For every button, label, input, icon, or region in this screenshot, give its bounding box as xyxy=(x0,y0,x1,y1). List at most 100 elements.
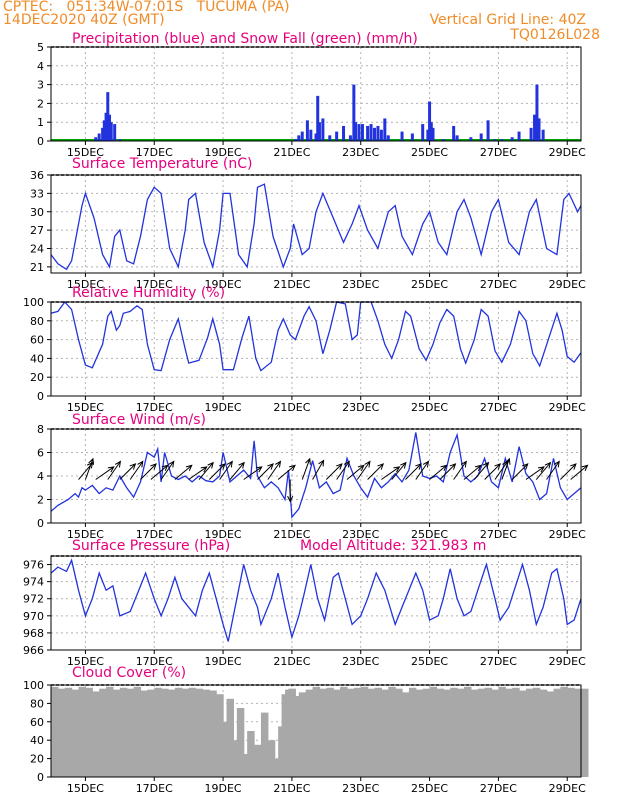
precip-bar xyxy=(293,139,297,141)
wind-arrow xyxy=(257,463,274,480)
y-tick-label: 30 xyxy=(30,206,44,219)
wind-arrow xyxy=(501,458,510,480)
y-tick-label: 20 xyxy=(30,371,44,384)
cloud-bar xyxy=(174,687,183,777)
wind-arrow xyxy=(336,461,350,480)
cloud-bar xyxy=(477,688,486,777)
precip-bar xyxy=(366,125,370,141)
cloud-bar xyxy=(147,689,155,777)
cloud-bar xyxy=(181,688,190,777)
wind-arrowhead xyxy=(305,457,311,465)
y-tick-label: 24 xyxy=(30,243,44,256)
precip-bar xyxy=(118,139,122,141)
precip-bar xyxy=(297,135,301,141)
series-line xyxy=(50,300,582,372)
precip-bar xyxy=(316,95,320,141)
y-tick-label: 100 xyxy=(23,296,44,309)
precip-bar xyxy=(428,101,432,141)
cloud-bar xyxy=(247,731,255,777)
precip-bar xyxy=(469,137,473,141)
cloud-bar xyxy=(574,688,582,777)
x-tick-label: 15DEC xyxy=(67,401,104,414)
x-tick-label: 27DEC xyxy=(480,782,517,795)
precip-bar xyxy=(108,114,112,141)
y-tick-label: 974 xyxy=(23,576,44,589)
wind-arrow xyxy=(95,466,115,480)
cloud-bar xyxy=(226,698,235,777)
cloud-bar xyxy=(99,688,107,777)
precip-bar xyxy=(94,137,98,141)
cloud-bar xyxy=(154,687,162,777)
wind-arrowhead xyxy=(289,464,296,472)
wind-arrow xyxy=(391,462,407,480)
x-tick-label: 27DEC xyxy=(480,146,517,159)
y-tick-label: 36 xyxy=(30,169,44,182)
cloud-bar xyxy=(78,686,87,777)
cloud-bar xyxy=(51,686,59,777)
wind-arrow xyxy=(511,463,529,480)
cloud-bar xyxy=(305,689,314,777)
precip-bar xyxy=(379,129,383,141)
chart-title: Relative Humidity (%) xyxy=(72,285,225,301)
series-line xyxy=(50,432,582,519)
wind-arrowhead xyxy=(219,463,226,470)
header-station: CPTEC: 051:34W-07:01S TUCUMA (PA) xyxy=(3,0,290,15)
x-tick-label: 25DEC xyxy=(411,146,448,159)
x-tick-label: 21DEC xyxy=(273,146,310,159)
precip-bar xyxy=(101,127,105,141)
wind-arrowhead xyxy=(482,461,490,469)
y-tick-label: 968 xyxy=(23,627,44,640)
precip-bar xyxy=(335,131,339,141)
precip-bar xyxy=(486,120,490,141)
precip-bar xyxy=(352,84,356,141)
precip-bar xyxy=(386,135,390,141)
x-tick-label: 25DEC xyxy=(411,655,448,668)
precip-bar xyxy=(529,127,533,141)
x-tick-label: 17DEC xyxy=(136,146,173,159)
cloud-bar xyxy=(195,688,204,777)
wind-arrow xyxy=(150,465,168,480)
precip-bar xyxy=(369,124,373,141)
wind-arrow xyxy=(415,461,429,480)
cloud-bar xyxy=(140,690,148,777)
chart-title: Surface Temperature (nC) xyxy=(72,156,253,172)
y-tick-label: 972 xyxy=(23,593,44,606)
wind-arrow xyxy=(494,461,508,480)
model-altitude: Model Altitude: 321.983 m xyxy=(300,538,487,554)
wind-arrow xyxy=(277,465,296,480)
wind-arrowhead xyxy=(274,460,282,468)
wind-arrowhead xyxy=(88,457,95,465)
precip-bar xyxy=(421,124,425,141)
wind-arrow xyxy=(546,461,560,480)
x-tick-label: 29DEC xyxy=(549,782,586,795)
x-tick-label: 17DEC xyxy=(136,278,173,291)
x-tick-label: 29DEC xyxy=(549,401,586,414)
x-tick-label: 25DEC xyxy=(411,782,448,795)
precip-bar xyxy=(537,118,541,141)
wind-arrow xyxy=(346,465,365,480)
precip-bar xyxy=(348,135,352,141)
chart-title: Precipitation (blue) and Snow Fall (gree… xyxy=(72,31,418,47)
y-tick-label: 976 xyxy=(23,559,44,572)
wind-arrow xyxy=(570,465,588,480)
y-tick-label: 60 xyxy=(30,716,44,729)
precip-bar xyxy=(493,139,497,141)
cloud-bar xyxy=(539,689,548,777)
precip-bar xyxy=(109,122,113,141)
cloud-bar xyxy=(512,687,520,777)
cloud-bar xyxy=(505,688,513,777)
cloud-bar xyxy=(126,688,135,777)
wind-arrow xyxy=(559,463,577,480)
cloud-bar xyxy=(168,689,176,777)
wind-arrow xyxy=(107,461,121,480)
precip-bar xyxy=(441,139,445,141)
precip-bar xyxy=(317,122,321,141)
precip-bar xyxy=(383,118,387,141)
wind-arrow xyxy=(84,458,94,480)
x-tick-label: 21DEC xyxy=(273,278,310,291)
x-tick-label: 15DEC xyxy=(67,278,104,291)
precip-bar xyxy=(106,92,110,141)
cloud-bar xyxy=(546,691,555,777)
cloud-bar xyxy=(381,689,389,777)
header-grid-id: TQ0126L028 xyxy=(510,27,600,43)
